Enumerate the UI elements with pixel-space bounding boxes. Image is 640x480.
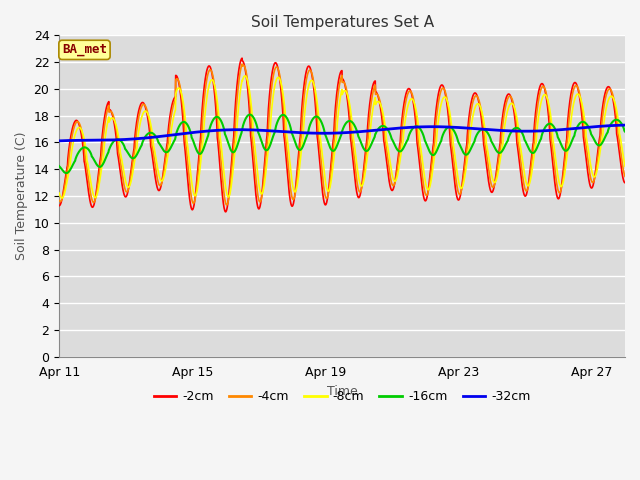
-4cm <box>225 191 233 197</box>
-4cm <box>238 61 246 67</box>
-8cm <box>178 91 186 96</box>
Line: -8cm: -8cm <box>59 76 625 198</box>
-32cm <box>225 127 233 132</box>
-2cm <box>367 94 374 100</box>
-32cm <box>100 137 108 143</box>
-2cm <box>177 97 185 103</box>
-8cm <box>367 124 374 130</box>
Legend: -2cm, -4cm, -8cm, -16cm, -32cm: -2cm, -4cm, -8cm, -16cm, -32cm <box>148 385 536 408</box>
-16cm <box>367 143 374 149</box>
Line: -32cm: -32cm <box>59 125 625 141</box>
-32cm <box>55 138 63 144</box>
-4cm <box>55 198 63 204</box>
Line: -4cm: -4cm <box>59 64 625 205</box>
-16cm <box>55 163 63 169</box>
-32cm <box>366 128 374 133</box>
-8cm <box>58 195 66 201</box>
Y-axis label: Soil Temperature (C): Soil Temperature (C) <box>15 132 28 260</box>
-2cm <box>170 96 178 102</box>
-8cm <box>621 163 629 169</box>
-8cm <box>225 193 233 199</box>
-16cm <box>100 160 108 166</box>
-8cm <box>170 112 178 118</box>
-32cm <box>501 128 509 133</box>
-2cm <box>238 55 246 61</box>
X-axis label: Time: Time <box>326 385 358 398</box>
-32cm <box>177 131 185 137</box>
-16cm <box>170 138 178 144</box>
-16cm <box>246 112 254 118</box>
-8cm <box>55 190 63 196</box>
-8cm <box>100 148 108 154</box>
-2cm <box>502 97 509 103</box>
-32cm <box>170 132 178 138</box>
-16cm <box>502 142 509 148</box>
-16cm <box>621 129 629 134</box>
-4cm <box>223 202 230 208</box>
Title: Soil Temperatures Set A: Soil Temperatures Set A <box>250 15 434 30</box>
-8cm <box>241 73 249 79</box>
-4cm <box>177 90 185 96</box>
-16cm <box>178 120 186 126</box>
-8cm <box>502 118 509 124</box>
-16cm <box>225 144 233 149</box>
-2cm <box>225 186 233 192</box>
-16cm <box>63 170 70 176</box>
-32cm <box>621 122 629 128</box>
-4cm <box>100 131 108 137</box>
-2cm <box>100 121 108 127</box>
Line: -16cm: -16cm <box>59 115 625 173</box>
-4cm <box>621 174 629 180</box>
-4cm <box>170 101 178 107</box>
Text: BA_met: BA_met <box>62 43 107 56</box>
-4cm <box>502 104 509 109</box>
-4cm <box>367 104 374 110</box>
-2cm <box>222 209 230 215</box>
-2cm <box>621 180 629 186</box>
Line: -2cm: -2cm <box>59 58 625 212</box>
-2cm <box>55 203 63 208</box>
